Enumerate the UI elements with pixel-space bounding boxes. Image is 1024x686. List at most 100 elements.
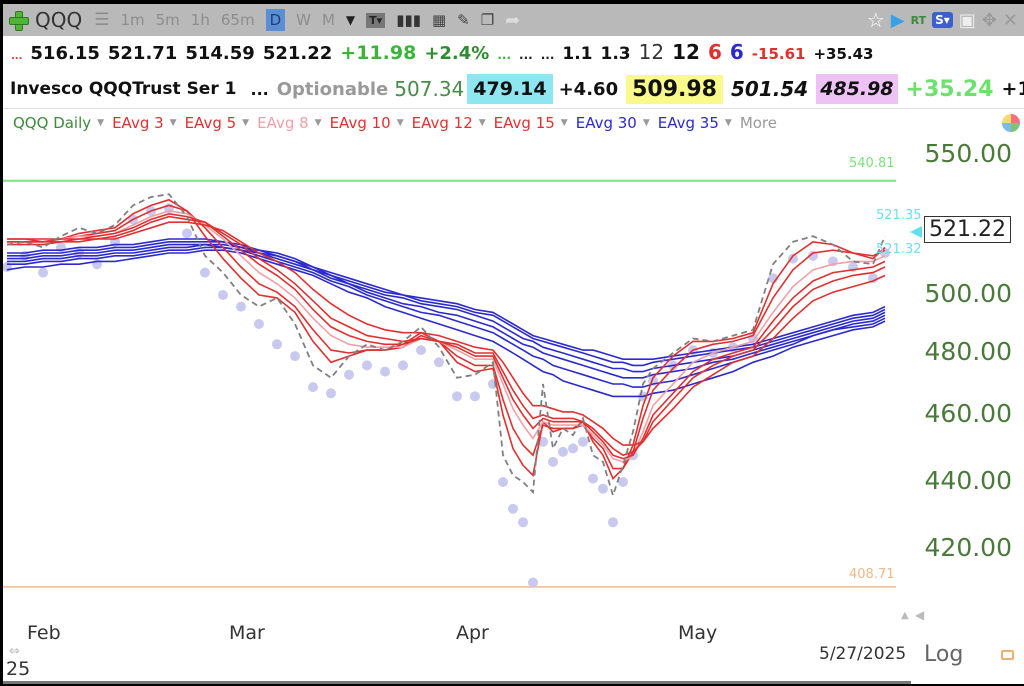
chevron-down-icon[interactable]: ▼ xyxy=(314,118,322,128)
move-icon[interactable]: ✥ xyxy=(981,9,997,31)
series-eavg-37 xyxy=(7,243,886,379)
series-eavg-3 xyxy=(7,198,886,481)
y-axis-label: 500.00 xyxy=(924,279,1012,308)
legend-label: EAvg 10 xyxy=(329,114,391,132)
legend-item-eavg-15[interactable]: EAvg 15 ▼ xyxy=(494,114,568,132)
series-eavg-40 xyxy=(7,246,886,388)
low-dot xyxy=(218,290,228,300)
series-eavg-32 xyxy=(7,241,886,367)
legend-label: EAvg 5 xyxy=(184,114,237,132)
low-dot xyxy=(588,473,598,484)
legend-item-qqq-daily[interactable]: QQQ Daily ▼ xyxy=(13,114,104,132)
notes-icon[interactable]: ❐ xyxy=(480,11,495,29)
low-dot xyxy=(398,360,408,371)
settings-s-button[interactable]: S▾ xyxy=(932,12,953,28)
price-chart[interactable] xyxy=(3,136,1024,636)
legend-item-eavg-35[interactable]: EAvg 35 ▼ xyxy=(658,114,732,132)
bar-chart-icon[interactable]: ▮▮▮ xyxy=(396,11,421,29)
timeframe-5m[interactable]: 5m xyxy=(155,11,180,29)
legend-item-eavg-12[interactable]: EAvg 12 ▼ xyxy=(412,114,486,132)
low-dot xyxy=(518,517,528,528)
legend-item-eavg-30[interactable]: EAvg 30 ▼ xyxy=(576,114,650,132)
divider xyxy=(3,108,1024,109)
timeframe-monthly[interactable]: M xyxy=(321,11,335,29)
row2-v4: 509.98 xyxy=(626,74,723,104)
chevron-down-icon[interactable]: ▼ xyxy=(642,118,650,128)
low-dot xyxy=(788,253,798,264)
timeframe-65m[interactable]: 65m xyxy=(220,11,255,29)
row2-v2: 479.14 xyxy=(467,74,553,104)
list-icon[interactable]: ☰ xyxy=(94,10,110,30)
realtime-badge[interactable]: RT xyxy=(910,13,927,27)
timeframe-1m[interactable]: 1m xyxy=(120,11,145,29)
legend-item-eavg-8[interactable]: EAvg 8 ▼ xyxy=(257,114,322,132)
x-axis-month-mar: Mar xyxy=(229,622,265,644)
series-eavg-12 xyxy=(7,215,886,457)
timeframe-1h[interactable]: 1h xyxy=(190,11,210,29)
low-dot xyxy=(200,267,210,278)
pan-arrows-icon[interactable]: ⇔ xyxy=(9,644,20,659)
low-dot xyxy=(38,267,48,278)
series-eavg-5 xyxy=(7,204,886,470)
add-symbol-icon[interactable] xyxy=(9,11,29,31)
star-icon[interactable]: ☆ xyxy=(866,8,885,32)
x-axis-month-may: May xyxy=(678,622,718,644)
legend-more-button[interactable]: More xyxy=(739,114,777,132)
chart-window: QQQ ☰ 1m 5m 1h 65m D W M ▼ T▾ ▮▮▮ ▦ ✎ ❐ … xyxy=(3,4,1024,684)
low-dot xyxy=(568,443,578,454)
y-axis-label: 480.00 xyxy=(924,337,1012,366)
low-dot xyxy=(182,228,192,239)
symbol-input[interactable]: QQQ xyxy=(35,8,83,32)
low-dot xyxy=(498,477,508,487)
save-icon[interactable]: ▣ xyxy=(958,9,976,31)
legend-item-eavg-10[interactable]: EAvg 10 ▼ xyxy=(330,114,404,132)
scroll-left-icon[interactable]: ◀ xyxy=(915,608,925,622)
ref-price-2: 521.32 xyxy=(876,242,922,257)
chevron-down-icon[interactable]: ▼ xyxy=(97,118,105,128)
toolbar: QQQ ☰ 1m 5m 1h 65m D W M ▼ T▾ ▮▮▮ ▦ ✎ ❐ … xyxy=(3,4,1024,36)
legend-item-eavg-3[interactable]: EAvg 3 ▼ xyxy=(112,114,177,132)
chevron-down-icon[interactable]: ▼ xyxy=(724,118,732,128)
chevron-down-icon[interactable]: ▼ xyxy=(560,118,568,128)
bottom-border xyxy=(3,681,911,684)
text-tool-icon[interactable]: T▾ xyxy=(366,12,386,28)
low-dot xyxy=(528,577,538,588)
security-name: Invesco QQQTrust Ser 1 xyxy=(10,79,237,99)
ref-price-1: 521.35 xyxy=(876,208,922,223)
scroll-up-icon[interactable]: ▲ xyxy=(901,610,909,621)
timeframe-weekly[interactable]: W xyxy=(296,11,311,29)
row1-v3: 12 xyxy=(638,40,665,64)
camera-icon[interactable] xyxy=(1001,650,1014,660)
color-wheel-icon[interactable] xyxy=(1002,114,1020,132)
legend-label: EAvg 8 xyxy=(257,114,309,132)
low-line-label: 408.71 xyxy=(849,567,895,582)
series-eavg-35 xyxy=(7,243,886,373)
chevron-down-icon[interactable]: ▼ xyxy=(169,118,177,128)
low-dot xyxy=(362,360,372,371)
year-fragment: 25 xyxy=(6,658,31,680)
close-value: 521.22 xyxy=(262,43,333,64)
toolbar-right: ☆ ▶ RT S▾ ▣ ✥ ✕ xyxy=(867,4,1018,36)
low-dot xyxy=(598,483,608,494)
row1-dots-3: ... xyxy=(540,48,555,62)
flag-icon[interactable]: ▶ xyxy=(890,9,905,31)
draw-pencil-icon[interactable]: ✎ xyxy=(457,11,470,29)
chevron-down-icon[interactable]: ▼ xyxy=(396,118,404,128)
low-value: 514.59 xyxy=(185,43,255,64)
add-indicator-icon[interactable]: ▦ xyxy=(431,11,447,29)
close-icon[interactable]: ✕ xyxy=(1002,9,1018,31)
low-dot xyxy=(326,388,336,399)
row1-v7: -15.61 xyxy=(751,45,806,63)
last-price-marker-icon xyxy=(910,226,922,238)
log-scale-toggle[interactable]: Log xyxy=(924,642,964,667)
share-icon[interactable]: ➦ xyxy=(505,9,521,31)
timeframe-daily[interactable]: D xyxy=(265,9,286,31)
legend-label: QQQ Daily xyxy=(13,114,92,132)
legend-item-eavg-5[interactable]: EAvg 5 ▼ xyxy=(185,114,250,132)
timeframe-dropdown-icon[interactable]: ▼ xyxy=(345,13,356,27)
chevron-down-icon[interactable]: ▼ xyxy=(242,118,250,128)
indicator-legend: QQQ Daily ▼ EAvg 3 ▼ EAvg 5 ▼ EAvg 8 ▼ EAvg 10 ▼ E… xyxy=(13,112,777,134)
low-dot xyxy=(416,345,426,356)
legend-label: EAvg 30 xyxy=(575,114,637,132)
chevron-down-icon[interactable]: ▼ xyxy=(478,118,486,128)
